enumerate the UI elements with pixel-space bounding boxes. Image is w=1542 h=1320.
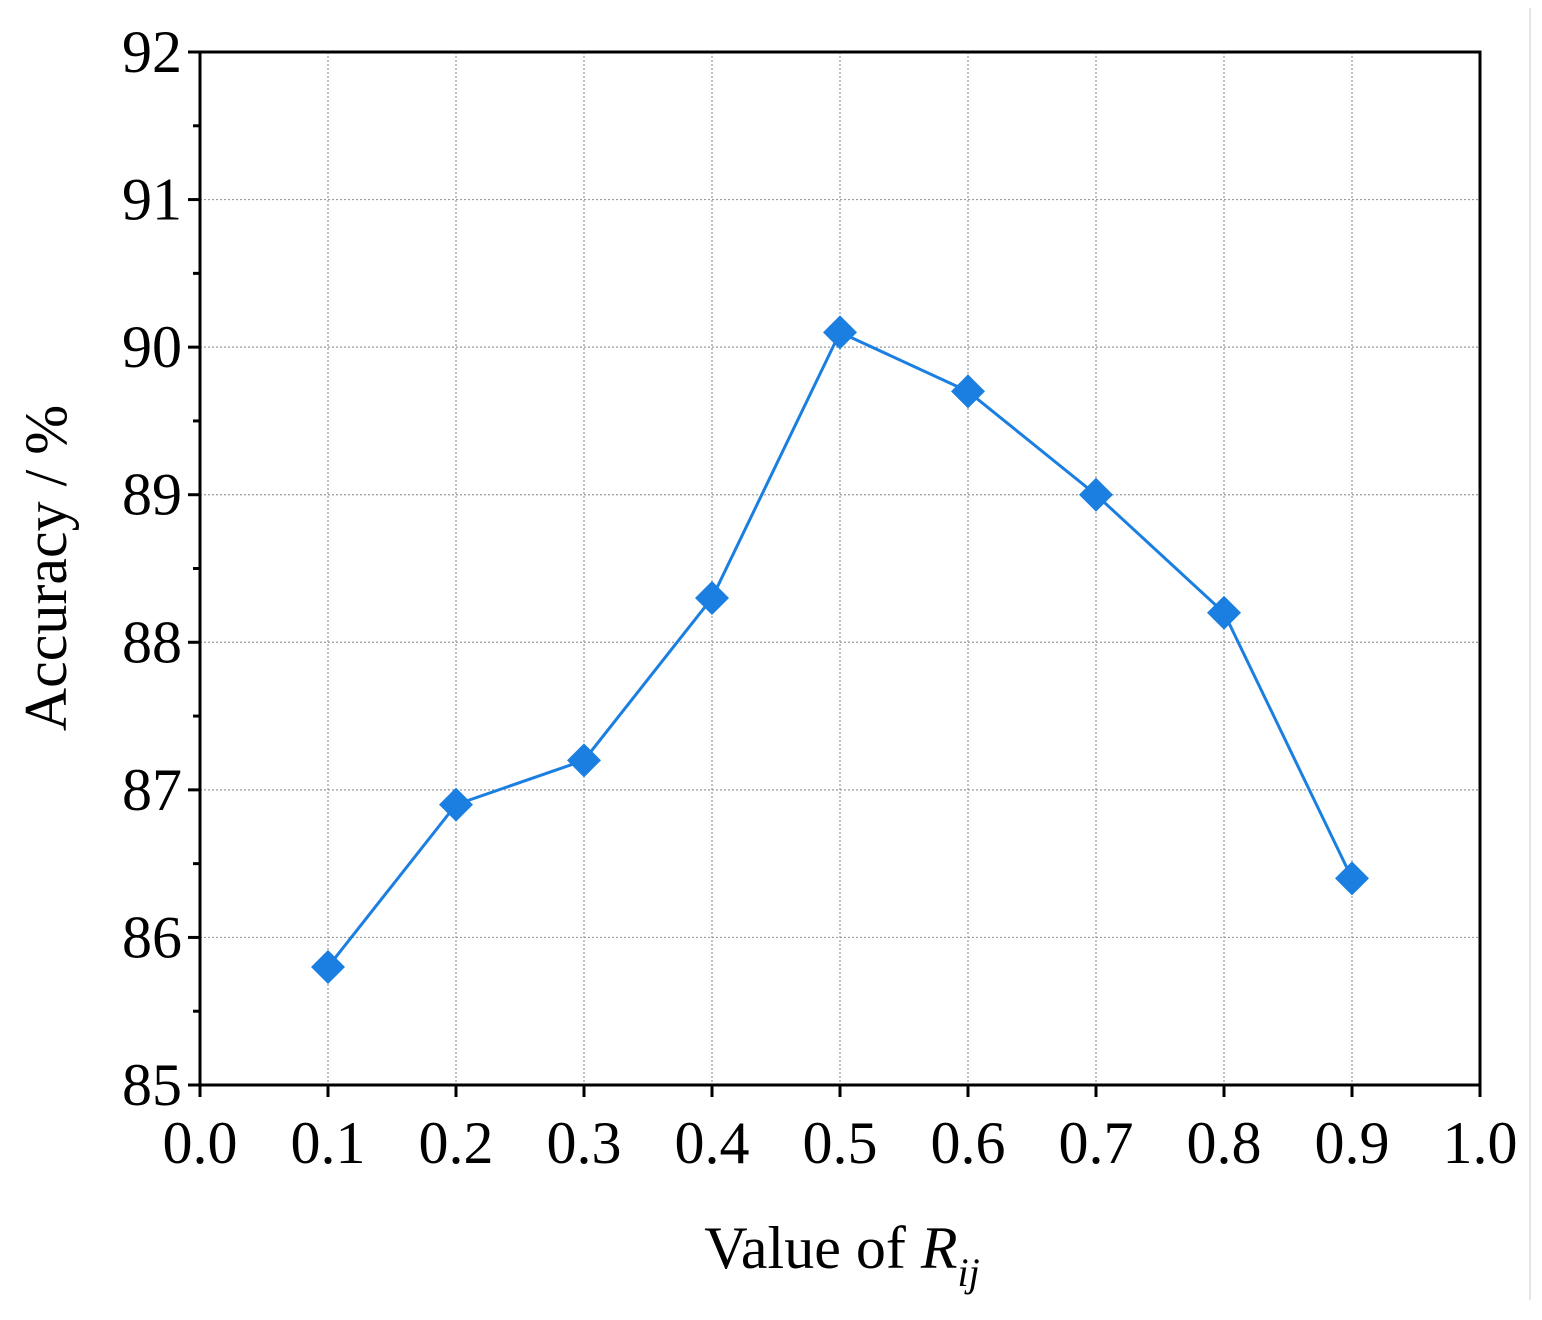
- x-tick-labels: 0.0 0.1 0.2 0.3 0.4 0.5 0.6 0.7 0.8 0.9 1.0: [163, 1110, 1518, 1176]
- y-tick-label: 85: [122, 1052, 182, 1118]
- data-point-diamond: [311, 949, 345, 984]
- data-point-diamond: [951, 374, 985, 409]
- y-tick-label: 89: [122, 462, 182, 528]
- y-tick-label: 92: [122, 19, 182, 85]
- data-point-diamond: [567, 743, 601, 778]
- x-tick-label: 0.7: [1059, 1110, 1134, 1176]
- x-tick-label: 0.3: [547, 1110, 622, 1176]
- x-tick-label: 0.8: [1187, 1110, 1262, 1176]
- x-axis-title-subscript: ij: [958, 1250, 980, 1295]
- x-axis-title-prefix: Value of: [704, 1215, 921, 1281]
- x-tick-label: 0.5: [803, 1110, 878, 1176]
- data-point-diamond: [1079, 477, 1113, 512]
- x-tick-label: 1.0: [1443, 1110, 1518, 1176]
- x-tick-label: 0.0: [163, 1110, 238, 1176]
- x-axis-title-symbol: R: [920, 1215, 958, 1281]
- x-tick-label: 0.1: [291, 1110, 366, 1176]
- x-tick-label: 0.2: [419, 1110, 494, 1176]
- x-tick-label: 0.6: [931, 1110, 1006, 1176]
- grid: [200, 52, 1480, 1085]
- y-tick-label: 87: [122, 757, 182, 823]
- data-point-diamond: [1335, 861, 1369, 896]
- data-point-diamond: [695, 581, 729, 616]
- y-tick-label: 88: [122, 609, 182, 675]
- x-axis-title: Value of Rij: [704, 1215, 979, 1295]
- data-point-diamond: [439, 787, 473, 822]
- plot-frame: [198, 50, 1482, 1087]
- major-ticks: [188, 50, 1482, 1097]
- series: [311, 315, 1369, 984]
- y-tick-labels: 85 86 87 88 89 90 91 92: [122, 19, 182, 1118]
- y-axis-title: Accuracy / %: [13, 405, 79, 731]
- y-tick-label: 86: [122, 904, 182, 970]
- x-tick-label: 0.4: [675, 1110, 750, 1176]
- y-tick-label: 90: [122, 314, 182, 380]
- data-point-diamond: [1207, 595, 1241, 630]
- data-point-diamond: [823, 315, 857, 350]
- y-tick-label: 91: [122, 167, 182, 233]
- x-tick-label: 0.9: [1315, 1110, 1390, 1176]
